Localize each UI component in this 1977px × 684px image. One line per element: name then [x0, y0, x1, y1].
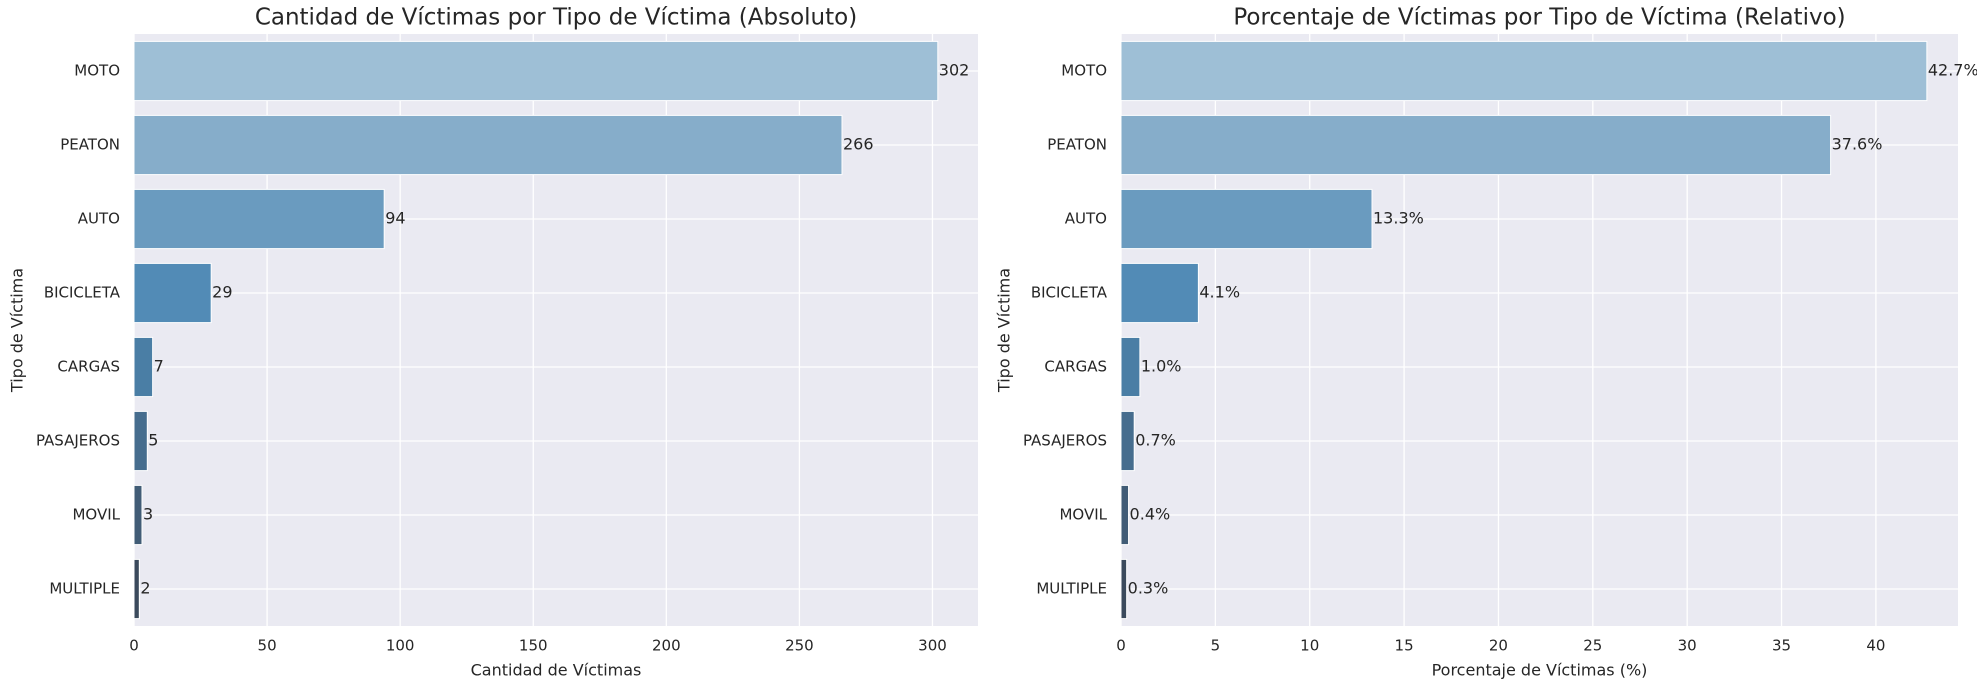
y-tick-label: MOVIL — [72, 506, 120, 524]
x-tick-label: 5 — [1211, 637, 1221, 655]
bar — [133, 114, 843, 176]
value-label: 0.7% — [1135, 431, 1176, 450]
x-tick-label: 35 — [1772, 637, 1791, 655]
x-tick-label: 25 — [1583, 637, 1602, 655]
value-label: 4.1% — [1199, 283, 1240, 302]
bar — [1120, 188, 1373, 250]
value-label: 37.6% — [1832, 135, 1883, 154]
bar — [1120, 40, 1928, 102]
value-label: 1.0% — [1141, 357, 1182, 376]
y-tick-label: AUTO — [1065, 210, 1107, 228]
bar — [1120, 484, 1130, 546]
value-label: 5 — [148, 431, 158, 450]
bar — [1120, 262, 1199, 324]
bar — [1120, 114, 1832, 176]
x-tick-label: 0 — [129, 637, 139, 655]
bar — [1120, 558, 1128, 620]
x-tick-label: 15 — [1395, 637, 1414, 655]
x-tick-label: 10 — [1300, 637, 1319, 655]
value-label: 0.4% — [1130, 505, 1171, 524]
y-tick-label: BICICLETA — [44, 284, 121, 302]
y-tick-label: PEATON — [60, 136, 120, 154]
value-label: 302 — [939, 61, 970, 80]
y-tick-label: MULTIPLE — [1036, 580, 1107, 598]
y-tick-label: MOTO — [74, 62, 120, 80]
value-label: 0.3% — [1128, 579, 1169, 598]
value-label: 2 — [140, 579, 150, 598]
bar — [133, 262, 212, 324]
y-tick-label: PASAJEROS — [1023, 432, 1107, 450]
y-axis-label: Tipo de Víctima — [995, 268, 1014, 393]
value-label: 13.3% — [1373, 209, 1424, 228]
value-label: 29 — [212, 283, 232, 302]
x-tick-label: 300 — [918, 637, 947, 655]
value-label: 266 — [843, 135, 874, 154]
bar — [133, 336, 154, 398]
y-tick-label: CARGAS — [57, 358, 120, 376]
bar — [1120, 336, 1141, 398]
chart-title: Cantidad de Víctimas por Tipo de Víctima… — [255, 5, 857, 31]
x-tick-label: 0 — [1116, 637, 1126, 655]
value-label: 3 — [143, 505, 153, 524]
x-tick-label: 30 — [1678, 637, 1697, 655]
bar — [133, 558, 140, 620]
value-label: 94 — [385, 209, 405, 228]
y-tick-label: MOTO — [1061, 62, 1107, 80]
x-tick-label: 40 — [1866, 637, 1885, 655]
y-tick-label: MOVIL — [1059, 506, 1107, 524]
x-tick-label: 150 — [519, 637, 548, 655]
x-tick-label: 250 — [785, 637, 814, 655]
y-tick-label: BICICLETA — [1031, 284, 1108, 302]
bar — [133, 188, 385, 250]
bar — [133, 484, 143, 546]
x-tick-label: 50 — [258, 637, 277, 655]
y-tick-label: MULTIPLE — [49, 580, 120, 598]
y-tick-label: PEATON — [1047, 136, 1107, 154]
x-tick-label: 200 — [652, 637, 681, 655]
bar — [133, 40, 939, 102]
value-label: 42.7% — [1928, 61, 1977, 80]
y-tick-label: PASAJEROS — [36, 432, 120, 450]
y-tick-label: AUTO — [78, 210, 120, 228]
x-axis-label: Porcentaje de Víctimas (%) — [1432, 661, 1648, 680]
value-label: 7 — [154, 357, 164, 376]
bar — [133, 410, 148, 472]
bar — [1120, 410, 1135, 472]
x-tick-label: 20 — [1489, 637, 1508, 655]
y-tick-label: CARGAS — [1044, 358, 1107, 376]
y-axis-label: Tipo de Víctima — [8, 268, 27, 393]
x-axis-label: Cantidad de Víctimas — [471, 661, 642, 680]
chart-title: Porcentaje de Víctimas por Tipo de Vícti… — [1233, 5, 1845, 31]
x-tick-label: 100 — [386, 637, 415, 655]
